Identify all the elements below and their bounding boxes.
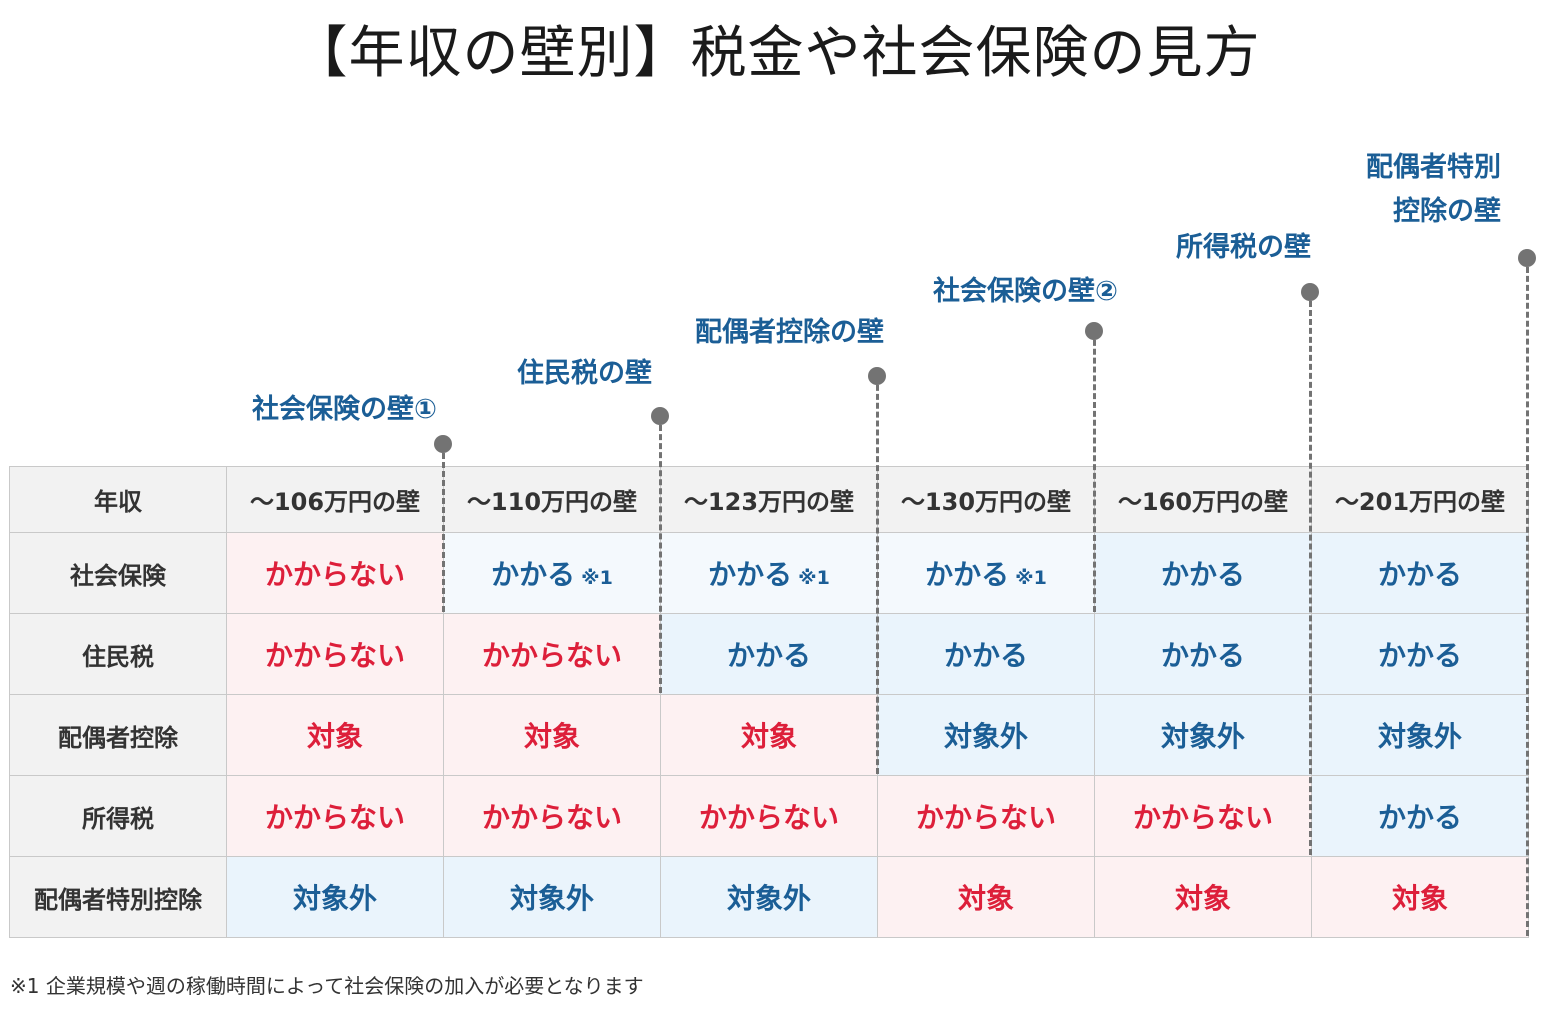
table-cell: かからない xyxy=(1094,775,1312,857)
table-cell: かからない xyxy=(660,775,878,857)
wall-marker-line xyxy=(1308,292,1312,855)
wall-label-line1: 配偶者特別 xyxy=(1366,152,1501,183)
row-header: 社会保険 xyxy=(9,532,227,614)
table-cell: かかる xyxy=(1311,532,1529,614)
wall-label-spousal-deduction: 配偶者控除の壁 xyxy=(695,317,884,348)
cell-text: かかる xyxy=(1377,639,1462,672)
cell-text: かかる xyxy=(925,558,1010,591)
table-cell: かからない xyxy=(226,613,444,695)
table-row: 配偶者特別控除 対象外 対象外 対象外 対象 対象 対象 xyxy=(9,856,1529,938)
cell-text: かかる xyxy=(491,558,576,591)
cell-text: かからない xyxy=(915,801,1056,834)
wall-marker-line xyxy=(441,444,445,612)
table-cell: かかる ※1 xyxy=(443,532,661,614)
column-header: 〜110万円の壁 xyxy=(443,466,661,533)
table-cell: 対象 xyxy=(877,856,1095,938)
table-cell: かかる xyxy=(1094,532,1312,614)
table-cell: かからない xyxy=(877,775,1095,857)
table-row: 社会保険 かからない かかる ※1 かかる ※1 かかる ※1 かかる かかる xyxy=(9,532,1529,614)
table-row: 住民税 かからない かからない かかる かかる かかる かかる xyxy=(9,613,1529,695)
table-cell: 対象外 xyxy=(443,856,661,938)
cell-text: かかる xyxy=(1160,639,1245,672)
wall-label-income-tax: 所得税の壁 xyxy=(1176,232,1311,263)
cell-text: かからない xyxy=(264,639,405,672)
cell-text: 対象外 xyxy=(509,882,594,915)
cell-text: 対象外 xyxy=(943,720,1028,753)
table-cell: 対象外 xyxy=(877,694,1095,776)
table-cell: かからない xyxy=(443,775,661,857)
table-cell: 対象 xyxy=(443,694,661,776)
row-header: 所得税 xyxy=(9,775,227,857)
cell-text: かからない xyxy=(698,801,839,834)
wall-marker-line xyxy=(875,376,879,774)
table-cell: 対象外 xyxy=(226,856,444,938)
cell-text: かかる xyxy=(1377,801,1462,834)
column-header: 〜201万円の壁 xyxy=(1311,466,1529,533)
table-cell: かかる xyxy=(1094,613,1312,695)
cell-text: かからない xyxy=(1132,801,1273,834)
table-cell: 対象外 xyxy=(1094,694,1312,776)
footnote-ref: ※1 xyxy=(1015,567,1047,589)
cell-text: かからない xyxy=(264,558,405,591)
table-row: 所得税 かからない かからない かからない かからない かからない かかる xyxy=(9,775,1529,857)
cell-text: かかる xyxy=(943,639,1028,672)
column-header: 〜160万円の壁 xyxy=(1094,466,1312,533)
income-wall-table: 年収 〜106万円の壁 〜110万円の壁 〜123万円の壁 〜130万円の壁 〜… xyxy=(9,466,1529,938)
table-cell: かかる xyxy=(1311,613,1529,695)
wall-label-line2: 控除の壁 xyxy=(1393,196,1501,227)
footnote-ref: ※1 xyxy=(581,567,613,589)
table-cell: 対象外 xyxy=(660,856,878,938)
table-cell: かからない xyxy=(226,532,444,614)
table-cell: 対象 xyxy=(1311,856,1529,938)
page-title: 【年収の壁別】税金や社会保険の見方 xyxy=(291,21,1261,86)
wall-marker-line xyxy=(1525,258,1529,936)
cell-text: 対象外 xyxy=(726,882,811,915)
cell-text: 対象外 xyxy=(1377,720,1462,753)
wall-label-social-insurance-2: 社会保険の壁② xyxy=(933,276,1118,307)
column-header: 〜106万円の壁 xyxy=(226,466,444,533)
footnote: ※1 企業規模や週の稼働時間によって社会保険の加入が必要となります xyxy=(10,974,644,998)
table-cell: 対象 xyxy=(660,694,878,776)
table-cell: かからない xyxy=(226,775,444,857)
cell-text: 対象 xyxy=(1391,882,1448,915)
table-cell: かかる xyxy=(660,613,878,695)
row-header: 配偶者控除 xyxy=(9,694,227,776)
cell-text: 対象 xyxy=(306,720,363,753)
cell-text: かかる xyxy=(1377,558,1462,591)
cell-text: 対象 xyxy=(740,720,797,753)
table-cell: かからない xyxy=(443,613,661,695)
wall-marker-line xyxy=(1092,331,1096,612)
table-cell: かかる xyxy=(877,613,1095,695)
wall-label-social-insurance-1: 社会保険の壁① xyxy=(252,394,437,425)
wall-label-resident-tax: 住民税の壁 xyxy=(517,358,652,389)
table-cell: 対象 xyxy=(1094,856,1312,938)
cell-text: かかる xyxy=(708,558,793,591)
cell-text: 対象外 xyxy=(1160,720,1245,753)
table-header-row: 年収 〜106万円の壁 〜110万円の壁 〜123万円の壁 〜130万円の壁 〜… xyxy=(9,466,1529,533)
cell-text: かかる xyxy=(726,639,811,672)
cell-text: かからない xyxy=(264,801,405,834)
cell-text: かからない xyxy=(481,801,622,834)
header-corner: 年収 xyxy=(9,466,227,533)
column-header: 〜123万円の壁 xyxy=(660,466,878,533)
cell-text: 対象 xyxy=(523,720,580,753)
footnote-ref: ※1 xyxy=(798,567,830,589)
table-row: 配偶者控除 対象 対象 対象 対象外 対象外 対象外 xyxy=(9,694,1529,776)
table-cell: かかる ※1 xyxy=(877,532,1095,614)
wall-label-special-spousal-deduction: 配偶者特別 控除の壁 xyxy=(1366,146,1501,234)
cell-text: 対象 xyxy=(1174,882,1231,915)
table-cell: かかる ※1 xyxy=(660,532,878,614)
table-cell: 対象外 xyxy=(1311,694,1529,776)
table-cell: かかる xyxy=(1311,775,1529,857)
row-header: 配偶者特別控除 xyxy=(9,856,227,938)
wall-marker-line xyxy=(658,416,662,693)
cell-text: 対象外 xyxy=(292,882,377,915)
cell-text: かからない xyxy=(481,639,622,672)
cell-text: かかる xyxy=(1160,558,1245,591)
row-header: 住民税 xyxy=(9,613,227,695)
column-header: 〜130万円の壁 xyxy=(877,466,1095,533)
cell-text: 対象 xyxy=(957,882,1014,915)
table-cell: 対象 xyxy=(226,694,444,776)
